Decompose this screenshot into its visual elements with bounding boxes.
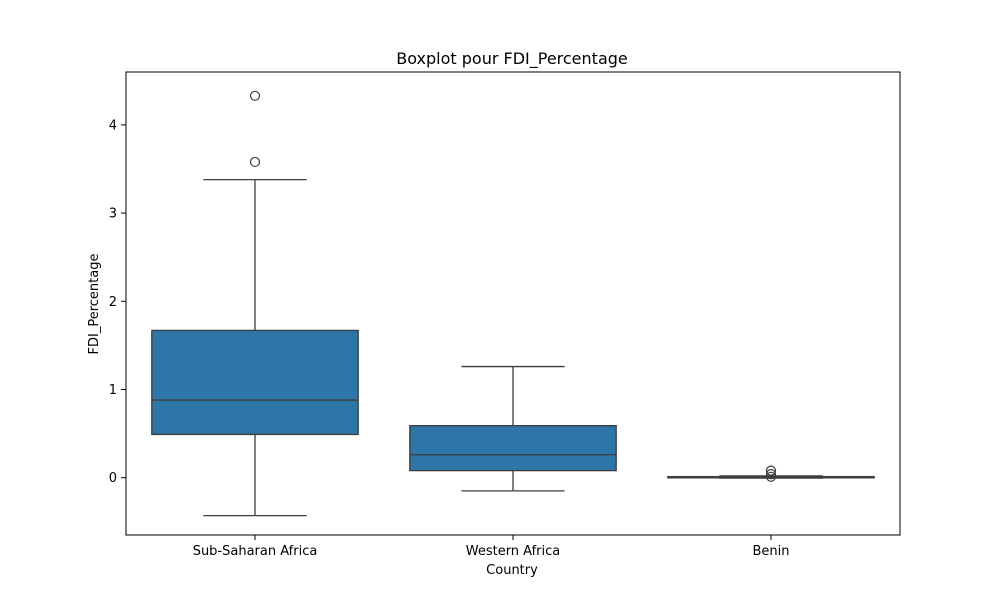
- y-tick-label: 3: [109, 207, 117, 222]
- outlier-point-benin: [765, 471, 777, 482]
- box-sub-saharan-africa: [151, 329, 359, 436]
- y-tick-label: 4: [109, 118, 117, 133]
- x-axis-label: Country: [486, 563, 538, 578]
- outlier-point-sub-saharan-africa: [249, 90, 261, 101]
- y-tick-label: 2: [109, 295, 117, 310]
- x-tick-label: Benin: [752, 544, 789, 559]
- chart-title: Boxplot pour FDI_Percentage: [396, 49, 628, 69]
- outlier-point-benin: [765, 469, 777, 480]
- y-axis-label: FDI_Percentage: [87, 254, 102, 355]
- y-tick-label: 1: [109, 383, 117, 398]
- axes: 0 1 2 3 4 Sub-Saharan Africa Western Africa Ben…: [109, 71, 901, 559]
- x-tick-label: Western Africa: [466, 544, 561, 559]
- y-tick-label: 0: [109, 471, 117, 486]
- outlier-point-benin: [765, 465, 777, 476]
- x-tick-label: Sub-Saharan Africa: [193, 544, 318, 559]
- box-western-africa: [409, 424, 617, 472]
- plot-area: [151, 90, 875, 517]
- outlier-point-sub-saharan-africa: [249, 156, 261, 168]
